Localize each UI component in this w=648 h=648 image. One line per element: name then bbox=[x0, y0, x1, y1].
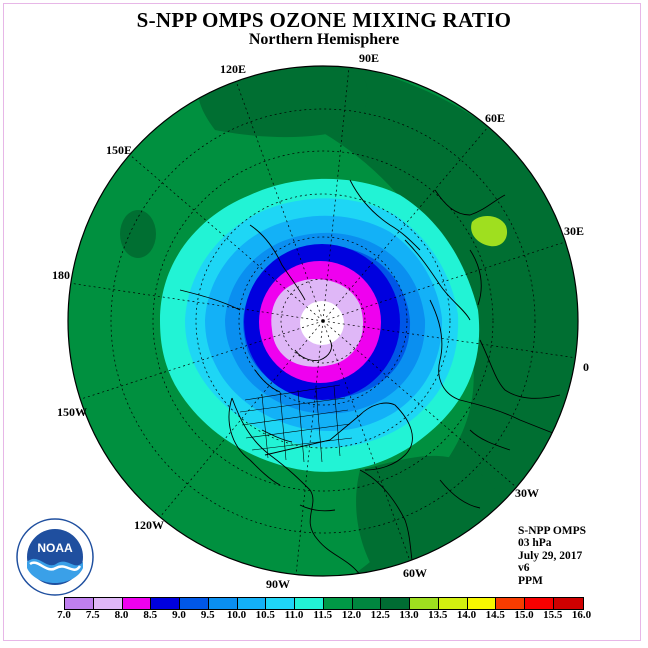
color-bar-swatch bbox=[122, 598, 152, 609]
logo-wordmark: NOAA bbox=[37, 541, 73, 555]
info-units: PPM bbox=[518, 574, 543, 587]
info-instrument: S-NPP OMPS bbox=[518, 525, 587, 537]
color-bar-swatch bbox=[467, 598, 497, 609]
color-bar-tick-label: 7.0 bbox=[57, 609, 71, 621]
color-bar-swatch bbox=[323, 598, 353, 609]
map-subtitle: Northern Hemisphere bbox=[248, 31, 400, 48]
color-bar-tick-label: 7.5 bbox=[85, 609, 100, 621]
color-bar-tick-label: 10.0 bbox=[226, 609, 247, 621]
info-level: 03 hPa bbox=[518, 537, 552, 550]
map-title: S-NPP OMPS OZONE MIXING RATIO bbox=[136, 8, 512, 32]
color-bar-tick-label: 8.0 bbox=[114, 609, 129, 621]
color-bar-swatch bbox=[410, 598, 439, 609]
color-bar-swatch bbox=[525, 598, 554, 609]
color-bar-swatch bbox=[352, 598, 382, 609]
color-bar-tick-label: 14.5 bbox=[485, 609, 505, 621]
lon-label-30e: 30E bbox=[564, 224, 585, 238]
color-bar-tick-label: 15.5 bbox=[543, 609, 563, 621]
color-bar-tick-label: 11.0 bbox=[284, 609, 304, 621]
color-bar-swatch bbox=[65, 598, 94, 609]
map-boundary bbox=[67, 65, 579, 577]
lon-label-90e: 90E bbox=[359, 51, 380, 65]
color-bar-tick-label: 12.0 bbox=[341, 609, 362, 621]
lon-label-60e: 60E bbox=[485, 111, 506, 125]
lon-label-60w: 60W bbox=[403, 566, 427, 580]
color-bar-swatch bbox=[208, 598, 238, 609]
color-bar-ticks: 7.0 7.5 8.0 8.5 9.0 9.5 10.0 10.5 11.0 11.5 12.0 12… bbox=[57, 609, 591, 623]
lon-label-90w: 90W bbox=[266, 577, 290, 591]
color-bar-swatch bbox=[381, 598, 410, 609]
color-bar-swatch bbox=[553, 598, 583, 609]
color-bar-tick-label: 13.0 bbox=[399, 609, 419, 621]
color-bar-tick-label: 9.5 bbox=[200, 609, 215, 621]
color-bar-tick-label: 14.0 bbox=[456, 609, 477, 621]
latitude-circles bbox=[110, 108, 536, 534]
lon-label-180: 180 bbox=[52, 268, 70, 282]
coastlines bbox=[179, 179, 578, 576]
color-bar-swatch bbox=[151, 598, 180, 609]
color-bar-swatch bbox=[266, 598, 295, 609]
info-block: S-NPP OMPS 03 hPa July 29, 2017 v6 PPM bbox=[518, 525, 586, 587]
color-bar bbox=[64, 597, 584, 610]
color-bar-tick-label: 13.5 bbox=[428, 609, 448, 621]
color-bar-tick-label: 16.0 bbox=[571, 609, 592, 621]
lon-label-30w: 30W bbox=[515, 486, 539, 500]
polar-data-gap bbox=[300, 301, 344, 345]
figure-frame bbox=[3, 3, 641, 641]
color-bar-tick-label: 11.5 bbox=[313, 609, 333, 621]
color-bar-tick-label: 10.5 bbox=[255, 609, 275, 621]
noaa-logo: NOAA bbox=[16, 518, 94, 596]
color-bar-tick-label: 9.0 bbox=[172, 609, 186, 621]
info-date: July 29, 2017 bbox=[518, 549, 583, 562]
ozone-region-dark-green-spot bbox=[120, 210, 156, 258]
lon-label-150e: 150E bbox=[106, 143, 133, 157]
ozone-region-lime-spot bbox=[471, 216, 508, 247]
color-bar-swatch bbox=[496, 598, 525, 609]
color-bar-tick-label: 15.0 bbox=[514, 609, 534, 621]
color-bar-tick-label: 12.5 bbox=[370, 609, 390, 621]
state-boundaries bbox=[239, 384, 353, 463]
lon-label-120w: 120W bbox=[134, 518, 164, 532]
color-bar-swatch bbox=[93, 598, 123, 609]
color-bar-swatch bbox=[295, 598, 324, 609]
ozone-region-dark-green-east bbox=[210, 66, 578, 576]
color-bar-swatch bbox=[237, 598, 267, 609]
lon-label-120e: 120E bbox=[220, 62, 247, 76]
lon-label-150w: 150W bbox=[57, 405, 87, 419]
color-bar-swatch bbox=[180, 598, 209, 609]
info-version: v6 bbox=[518, 562, 530, 575]
color-bar-tick-label: 8.5 bbox=[143, 609, 158, 621]
color-bar-swatch bbox=[438, 598, 468, 609]
lon-label-0: 0 bbox=[583, 360, 589, 374]
ozone-region-dark-green-north bbox=[198, 69, 368, 138]
